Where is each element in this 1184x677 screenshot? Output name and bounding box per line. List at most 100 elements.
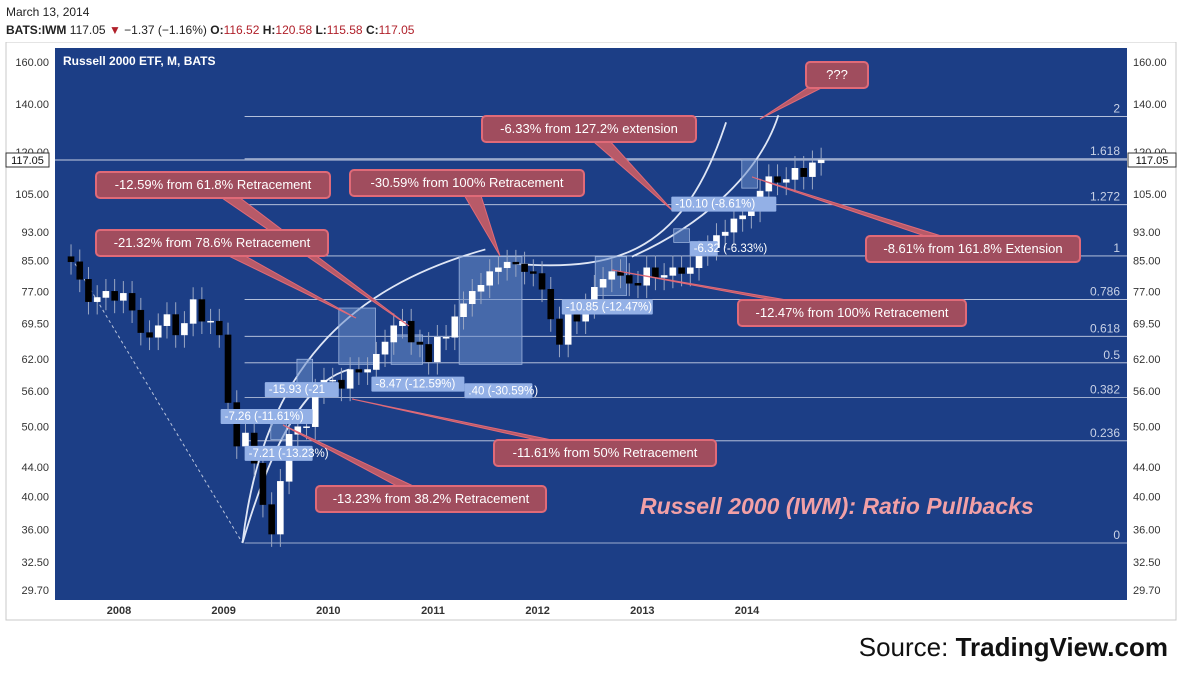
candle xyxy=(739,215,746,220)
open-label: O: xyxy=(210,23,224,37)
measure-label: -10.10 (-8.61%) xyxy=(675,199,755,211)
y-tick-right: 50.00 xyxy=(1133,422,1161,434)
candle xyxy=(259,462,267,505)
candle xyxy=(530,271,537,274)
candle xyxy=(181,323,188,336)
y-tick-left: 36.00 xyxy=(21,525,49,537)
candle xyxy=(355,369,363,373)
last-price-badge xyxy=(5,152,50,168)
y-tick-right: 40.00 xyxy=(1133,492,1161,504)
candle xyxy=(224,334,232,403)
x-tick: 2009 xyxy=(211,605,235,617)
candle xyxy=(189,299,197,324)
candle xyxy=(774,176,781,183)
down-arrow-icon: ▼ xyxy=(108,23,121,37)
callout-text: -12.59% from 61.8% Retracement xyxy=(115,177,312,192)
candle xyxy=(207,320,214,323)
callout-box xyxy=(481,115,697,143)
callout-box xyxy=(315,485,547,513)
candle xyxy=(85,279,92,302)
y-tick-left: 93.00 xyxy=(21,227,49,239)
candle xyxy=(111,291,118,301)
y-tick-left: 140.00 xyxy=(15,99,49,111)
close-label: C: xyxy=(365,23,379,37)
candle xyxy=(512,261,520,265)
last-price-badge xyxy=(1127,152,1177,168)
y-tick-right: 69.50 xyxy=(1133,318,1161,330)
candle xyxy=(669,267,677,276)
candle xyxy=(660,275,668,278)
candle xyxy=(809,162,816,177)
callout-box xyxy=(493,439,717,467)
measure-label-box xyxy=(671,196,777,212)
y-tick-left: 40.00 xyxy=(21,492,49,504)
pullback-box xyxy=(338,307,376,365)
symbol-label: BATS:IWM xyxy=(6,23,67,37)
candle xyxy=(608,271,616,280)
callout-text: -6.33% from 127.2% extension xyxy=(500,121,678,136)
candle xyxy=(329,379,336,382)
candle xyxy=(687,267,694,274)
candle xyxy=(373,353,380,370)
candle xyxy=(791,168,799,180)
y-tick-left: 160.00 xyxy=(15,57,49,69)
y-tick-left: 85.00 xyxy=(21,255,49,267)
y-tick-right: 36.00 xyxy=(1133,525,1161,537)
x-tick: 2010 xyxy=(316,605,340,617)
candle xyxy=(678,267,685,274)
y-tick-right: 85.00 xyxy=(1133,255,1161,267)
callout-text: ??? xyxy=(826,67,848,82)
y-tick-right: 105.00 xyxy=(1133,189,1167,201)
measure-label: -15.93 (-21 xyxy=(269,384,325,396)
trend-dash xyxy=(71,258,243,544)
candle xyxy=(154,325,162,338)
candle xyxy=(137,309,145,333)
pullback-box xyxy=(741,159,758,189)
candle xyxy=(782,179,790,183)
price-chart[interactable]: 2 1.618 1.272 1 0.786 0.618 0.5 0.382 0.236 0 -10… xyxy=(0,42,1184,622)
candle xyxy=(564,312,572,345)
y-tick-left: 50.00 xyxy=(21,422,49,434)
candle xyxy=(233,402,241,447)
candle xyxy=(730,218,738,233)
fib-label: 1.618 xyxy=(1090,144,1120,158)
candle xyxy=(120,293,127,301)
callout-text: -30.59% from 100% Retracement xyxy=(371,175,564,190)
y-tick-right: 62.00 xyxy=(1133,354,1161,366)
y-tick-left: 77.00 xyxy=(21,286,49,298)
y-tick-right: 32.50 xyxy=(1133,557,1161,569)
x-tick: 2011 xyxy=(421,605,445,617)
callout-box xyxy=(95,229,329,257)
candle xyxy=(67,256,75,263)
low-label: L: xyxy=(315,23,327,37)
callout-box xyxy=(737,299,967,327)
callout-box xyxy=(865,235,1081,263)
candle xyxy=(268,504,275,535)
price-change: −1.37 (−1.16%) xyxy=(124,23,207,37)
candle xyxy=(242,432,249,447)
candle xyxy=(416,341,424,345)
y-tick-right: 93.00 xyxy=(1133,227,1161,239)
open-value: 116.52 xyxy=(223,23,260,37)
measure-label-box xyxy=(689,241,718,257)
candle xyxy=(442,337,450,339)
candle xyxy=(303,426,310,428)
candle xyxy=(163,314,171,326)
candle xyxy=(538,273,546,290)
candle xyxy=(460,303,467,317)
last-price-tag: 117.05 xyxy=(11,155,44,167)
measure-label-box xyxy=(464,383,533,399)
source-label: Source: xyxy=(858,632,949,662)
candle xyxy=(198,299,206,322)
y-tick-right: 56.00 xyxy=(1133,386,1161,398)
quote-line: BATS:IWM 117.05 ▼ −1.37 (−1.16%) O:116.5… xyxy=(6,21,414,39)
x-tick: 2013 xyxy=(630,605,654,617)
candle xyxy=(216,320,223,336)
y-tick-left: 29.70 xyxy=(21,585,49,597)
last-price-tag: 117.05 xyxy=(1136,155,1169,167)
candle xyxy=(364,369,371,373)
x-tick: 2014 xyxy=(735,605,760,617)
candle xyxy=(338,379,345,389)
measure-label-box xyxy=(371,376,465,392)
fib-label: 0.618 xyxy=(1090,321,1120,335)
